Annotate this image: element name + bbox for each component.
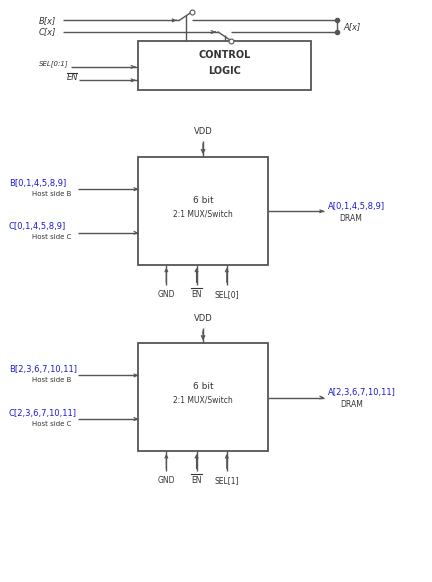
Text: A[0,1,4,5,8,9]: A[0,1,4,5,8,9] <box>328 202 385 211</box>
Text: VDD: VDD <box>194 314 213 323</box>
Text: A[x]: A[x] <box>343 22 361 31</box>
Text: Host side B: Host side B <box>32 377 72 383</box>
Text: EN: EN <box>191 290 202 299</box>
Text: C[2,3,6,7,10,11]: C[2,3,6,7,10,11] <box>9 409 76 418</box>
Text: C[x]: C[x] <box>39 27 56 37</box>
Text: B[x]: B[x] <box>39 16 56 25</box>
Text: DRAM: DRAM <box>339 214 362 223</box>
Text: 2:1 MUX/Switch: 2:1 MUX/Switch <box>173 396 233 404</box>
Bar <box>138 41 311 90</box>
Text: VDD: VDD <box>194 127 213 136</box>
Text: B[0,1,4,5,8,9]: B[0,1,4,5,8,9] <box>9 179 66 188</box>
Text: 6 bit: 6 bit <box>193 196 213 205</box>
Text: C[0,1,4,5,8,9]: C[0,1,4,5,8,9] <box>9 222 66 232</box>
Text: SEL[0:1]: SEL[0:1] <box>39 60 69 67</box>
Text: CONTROL: CONTROL <box>198 50 251 60</box>
Text: 6 bit: 6 bit <box>193 382 213 391</box>
Text: Host side C: Host side C <box>32 235 72 240</box>
Text: B[2,3,6,7,10,11]: B[2,3,6,7,10,11] <box>9 365 76 374</box>
Text: LOGIC: LOGIC <box>208 66 241 76</box>
Text: EN: EN <box>67 73 79 82</box>
Text: GND: GND <box>158 290 175 299</box>
Text: A[2,3,6,7,10,11]: A[2,3,6,7,10,11] <box>328 388 396 398</box>
Text: SEL[1]: SEL[1] <box>215 476 239 485</box>
Text: SEL[0]: SEL[0] <box>214 290 239 299</box>
Text: 2:1 MUX/Switch: 2:1 MUX/Switch <box>173 210 233 218</box>
Text: GND: GND <box>158 476 175 485</box>
Text: Host side B: Host side B <box>32 191 72 197</box>
Text: DRAM: DRAM <box>340 400 363 409</box>
Bar <box>138 343 268 451</box>
Text: Host side C: Host side C <box>32 421 72 427</box>
Bar <box>138 157 268 265</box>
Text: EN: EN <box>191 476 202 485</box>
